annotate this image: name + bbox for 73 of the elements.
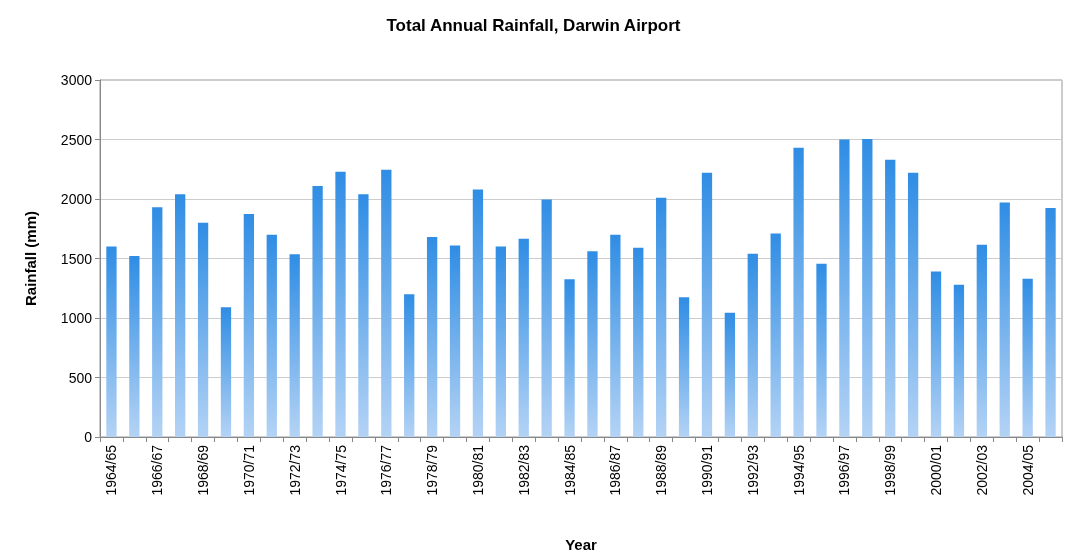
bar — [358, 194, 369, 437]
bar — [1022, 278, 1033, 437]
x-tick-label: 1978/79 — [424, 444, 441, 496]
bar — [404, 294, 415, 437]
bar — [976, 244, 987, 437]
bar — [610, 234, 621, 437]
x-tick-label: 2000/01 — [928, 444, 945, 496]
y-tick-label: 2000 — [60, 191, 93, 207]
bar — [152, 207, 163, 437]
bar — [816, 263, 827, 437]
bar — [220, 307, 232, 437]
y-tick-label: 3000 — [60, 72, 93, 88]
x-tick-label: 1994/95 — [790, 444, 807, 496]
x-tick-label: 1980/81 — [469, 444, 486, 496]
bar — [426, 237, 438, 437]
x-tick-label: 1970/71 — [240, 444, 257, 496]
bar — [701, 172, 713, 437]
bar — [106, 246, 117, 437]
bar — [793, 147, 804, 437]
bar — [839, 139, 850, 437]
x-tick-label: 1998/99 — [882, 444, 899, 496]
bar — [656, 197, 667, 437]
x-tick-label: 1972/73 — [286, 444, 303, 496]
y-tick-label: 0 — [84, 429, 93, 445]
x-tick-label: 1982/83 — [515, 444, 532, 496]
bar — [472, 189, 484, 437]
x-tick-label: 1992/93 — [744, 444, 761, 496]
bar — [953, 284, 965, 437]
bar — [633, 247, 644, 437]
x-tick-label: 1968/69 — [195, 444, 212, 496]
x-tick-label: 1976/77 — [378, 444, 395, 496]
x-tick-label: 1988/89 — [653, 444, 670, 496]
bar — [587, 251, 598, 437]
x-tick-label: 1966/67 — [149, 444, 166, 496]
bar — [724, 312, 736, 437]
bar — [907, 172, 919, 437]
bar — [770, 233, 781, 437]
bar — [495, 246, 506, 437]
bar — [243, 213, 255, 437]
y-tick-label: 2500 — [60, 131, 93, 148]
x-axis-title: Year — [565, 536, 598, 553]
bar — [1045, 207, 1056, 437]
chart-title: Total Annual Rainfall, Darwin Airport — [386, 16, 681, 35]
x-tick-label: 1964/65 — [103, 444, 120, 496]
bar — [999, 202, 1010, 437]
bar — [885, 159, 896, 437]
x-tick-label: 2002/03 — [973, 444, 990, 496]
bar — [289, 254, 300, 437]
x-tick-label: 2004/05 — [1019, 444, 1036, 496]
bar — [518, 238, 529, 437]
bar — [678, 297, 690, 437]
bar — [175, 194, 186, 437]
bar — [541, 199, 552, 437]
x-tick-label: 1974/75 — [332, 444, 349, 496]
y-tick-label: 500 — [68, 369, 93, 386]
bar — [312, 185, 323, 437]
x-tick-label: 1984/85 — [561, 444, 578, 496]
y-tick-label: 1500 — [60, 250, 93, 267]
bar — [930, 271, 942, 437]
bar — [266, 234, 277, 437]
y-tick-label: 1000 — [60, 310, 93, 326]
bar — [129, 256, 140, 437]
bar — [381, 169, 392, 437]
y-axis-title: Rainfall (mm) — [22, 210, 39, 307]
x-tick-label: 1990/91 — [698, 444, 715, 496]
bar — [747, 253, 758, 437]
bar — [197, 222, 209, 437]
x-tick-label: 1996/97 — [836, 444, 853, 496]
bar — [564, 279, 575, 437]
x-tick-label: 1986/87 — [607, 444, 624, 496]
bar — [449, 245, 461, 437]
bar — [862, 138, 873, 437]
bar — [335, 171, 346, 437]
